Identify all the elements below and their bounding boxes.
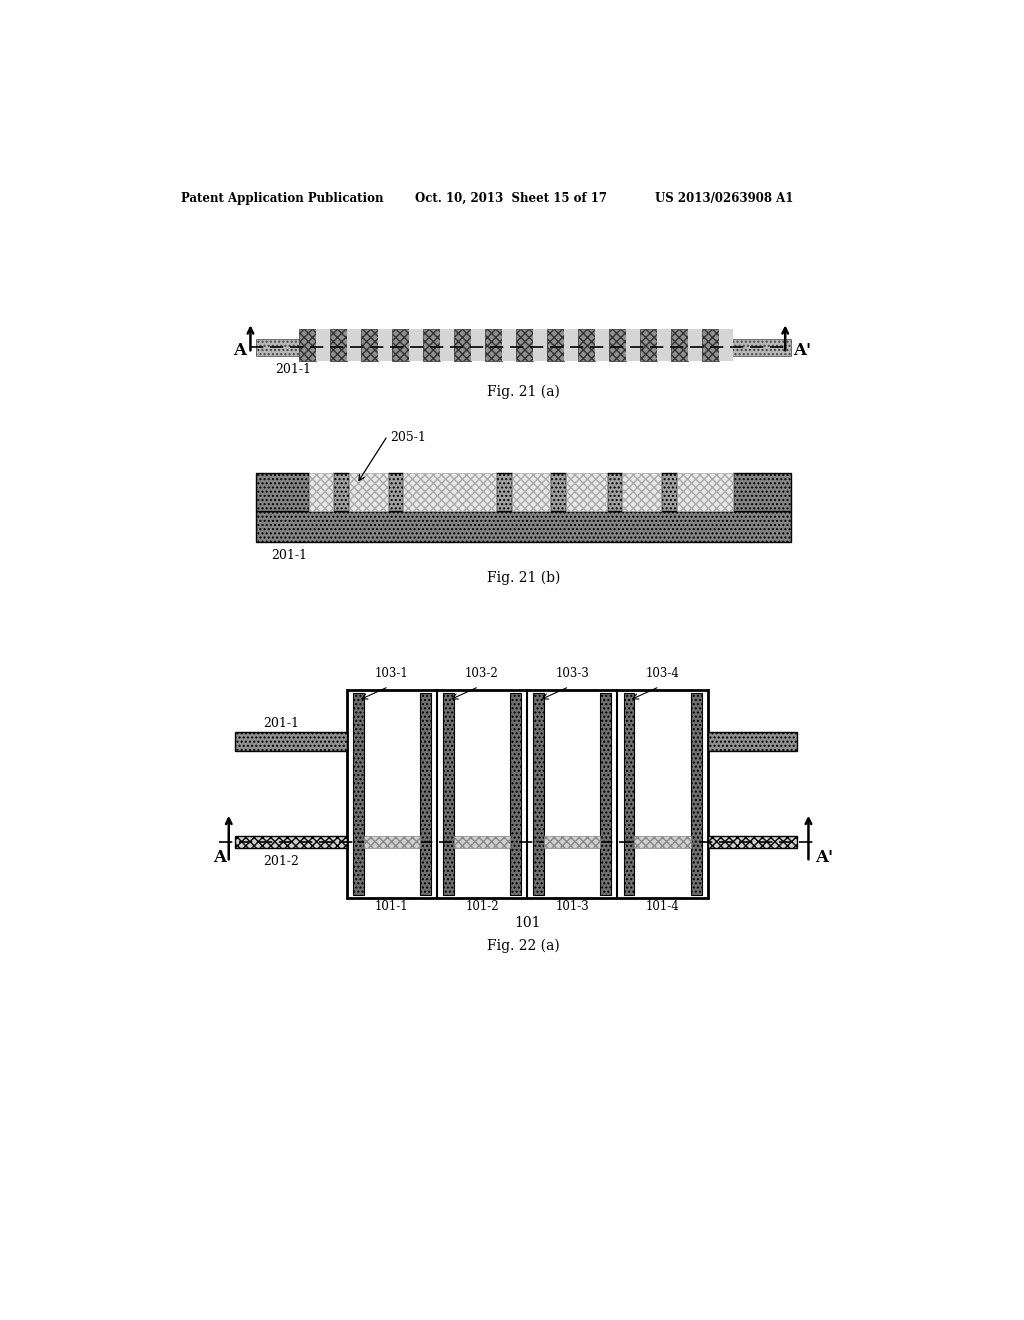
Bar [330,329,346,360]
Bar [566,473,607,511]
Text: 201-2: 201-2 [263,855,299,869]
Bar [671,329,687,360]
Bar [687,329,701,360]
Bar [532,329,547,360]
Bar [690,693,701,895]
Bar [510,693,521,895]
Bar [550,473,566,511]
Text: 101: 101 [514,916,541,929]
Bar [608,329,626,360]
Bar [308,473,334,511]
Bar [656,329,671,360]
Text: 101-4: 101-4 [646,900,680,913]
Text: Fig. 21 (a): Fig. 21 (a) [486,385,560,400]
Bar [420,693,431,895]
Text: US 2013/0263908 A1: US 2013/0263908 A1 [655,191,794,205]
Bar [502,329,515,360]
Bar [701,329,719,360]
Bar [234,836,346,849]
Bar [719,329,732,360]
Bar [443,693,454,895]
Bar [391,329,409,360]
Bar [256,473,308,511]
Bar [409,329,423,360]
Text: A: A [213,849,226,866]
Bar [732,473,791,511]
Text: 103-1: 103-1 [375,668,409,680]
Text: 103-4: 103-4 [645,668,680,680]
Bar [299,329,315,360]
Bar [315,329,330,360]
Text: 103-2: 103-2 [465,668,499,680]
Bar [515,329,532,360]
Bar [496,473,512,511]
Text: 101-2: 101-2 [465,900,499,913]
Bar [595,329,608,360]
Bar [334,473,349,511]
Bar [360,329,378,360]
Bar [635,836,690,849]
Bar [352,693,364,895]
Text: 201-1: 201-1 [263,718,300,730]
Text: 201-1: 201-1 [275,363,311,376]
Text: A': A' [815,849,833,866]
Bar [471,329,484,360]
Text: Fig. 22 (a): Fig. 22 (a) [486,939,560,953]
Bar [708,836,797,849]
Bar [626,329,640,360]
Bar [624,693,635,895]
Text: A: A [233,342,247,359]
Text: Patent Application Publication: Patent Application Publication [180,191,383,205]
Bar [403,473,496,511]
Bar [256,339,791,356]
Text: 205-1: 205-1 [390,432,426,445]
Bar [623,473,662,511]
Bar [454,836,510,849]
Bar [378,329,391,360]
Bar [454,329,471,360]
Bar [388,473,403,511]
Bar [563,329,578,360]
Bar [544,836,600,849]
Text: Fig. 21 (b): Fig. 21 (b) [486,570,560,585]
Text: Oct. 10, 2013  Sheet 15 of 17: Oct. 10, 2013 Sheet 15 of 17 [415,191,607,205]
Text: 101-1: 101-1 [375,900,409,913]
Bar [640,329,656,360]
Bar [234,733,346,751]
Text: 101-3: 101-3 [555,900,589,913]
Text: 103-3: 103-3 [555,668,589,680]
Bar [600,693,611,895]
Bar [677,473,732,511]
Bar [662,473,677,511]
Bar [439,329,454,360]
Bar [512,473,550,511]
Bar [578,329,595,360]
Bar [256,511,791,543]
Bar [547,329,563,360]
Bar [484,329,502,360]
Text: 201-1: 201-1 [271,549,307,562]
Bar [708,733,797,751]
Bar [607,473,623,511]
Text: A': A' [793,342,811,359]
Bar [346,329,360,360]
Bar [534,693,544,895]
Bar [423,329,439,360]
Bar [364,836,420,849]
Bar [349,473,388,511]
Bar [346,689,708,898]
